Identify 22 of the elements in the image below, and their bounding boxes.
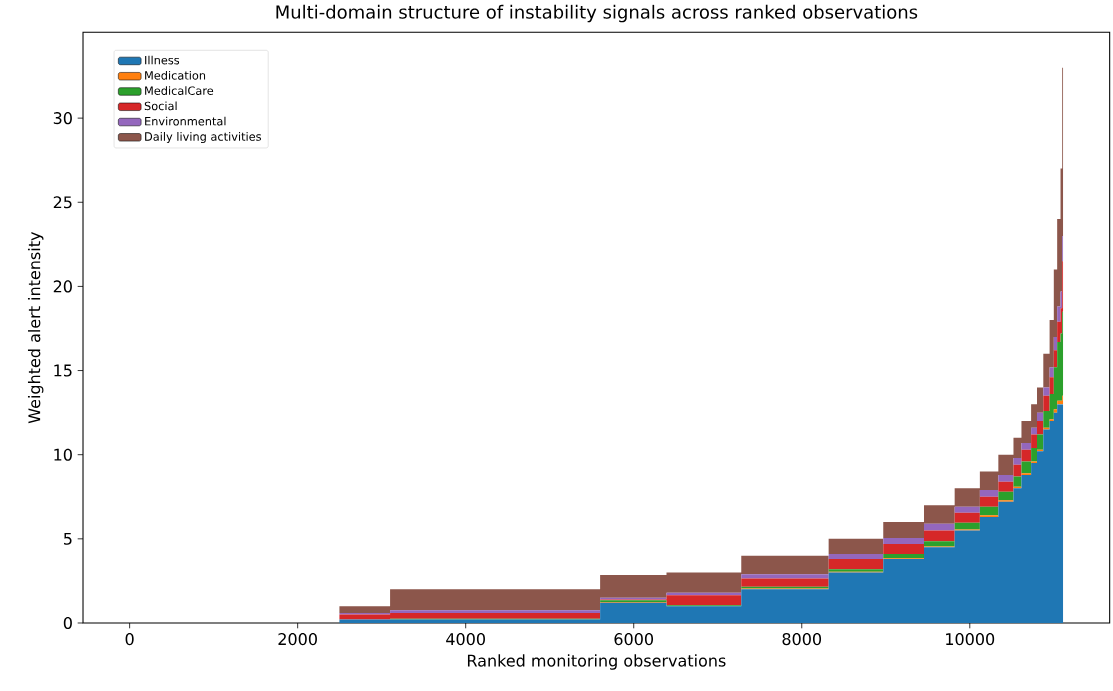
x-tick-label: 2000 [278, 633, 317, 646]
x-tick-label: 4000 [446, 633, 485, 646]
y-tick-label: 25 [53, 196, 72, 209]
chart-title: Multi-domain structure of instability signals across ranked observations [276, 4, 918, 23]
legend-label: Medication [145, 70, 206, 80]
y-tick-label: 5 [64, 532, 72, 545]
y-tick-label: 15 [54, 364, 72, 377]
y-tick-label: 30 [53, 112, 72, 125]
y-tick-label: 20 [53, 280, 72, 293]
y-tick-label: 0 [63, 616, 72, 630]
x-tick-label: 10000 [946, 633, 995, 646]
legend-label: Illness [145, 55, 180, 65]
x-tick-label: 0 [125, 633, 134, 646]
legend-label: Environmental [145, 116, 226, 126]
x-tick-label: 8000 [782, 633, 822, 646]
x-axis-title: Ranked monitoring observations [467, 654, 726, 670]
legend-label: Social [144, 101, 177, 111]
y-tick-label: 10 [54, 448, 72, 461]
legend-label: Daily living activities [145, 132, 262, 143]
legend-label: MedicalCare [145, 86, 214, 95]
y-axis-title: Weighted alert intensity [27, 232, 44, 424]
x-tick-label: 6000 [614, 633, 654, 646]
